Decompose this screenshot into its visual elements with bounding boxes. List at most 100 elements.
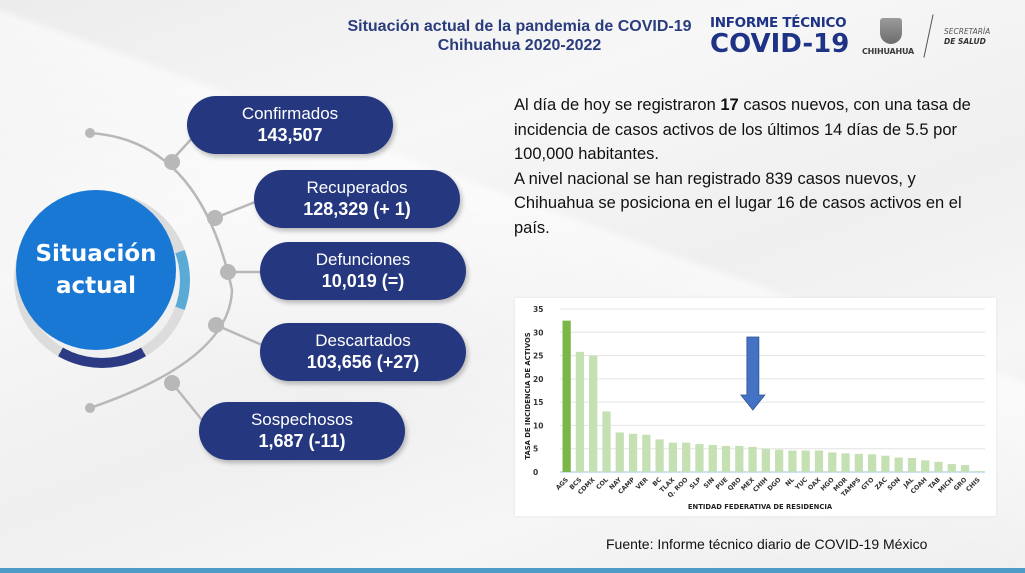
- summary-p1-before: Al día de hoy se registraron: [514, 96, 721, 114]
- secretaria-salud-logo: SECRETARÍA DE SALUD: [944, 27, 990, 47]
- stat-recuperados: Recuperados 128,329 (+ 1): [254, 170, 460, 228]
- stat-defunciones: Defunciones 10,019 (=): [260, 242, 466, 300]
- summary-text: Al día de hoy se registraron 17 casos nu…: [514, 93, 994, 240]
- incidence-bar-chart: 0 5 10 15 20 25 30 35 AGS BCS CDMX COL NAY CAMP VER BC T…: [515, 298, 996, 516]
- stat-value: 1,687 (-11): [258, 431, 346, 451]
- source-note: Fuente: Informe técnico diario de COVID-…: [606, 536, 928, 552]
- bar-yuc: [801, 450, 810, 472]
- bar-ags: [562, 320, 571, 472]
- secretaria-line-2: DE SALUD: [944, 37, 986, 46]
- bar-tab: [934, 461, 943, 472]
- summary-p1-after: casos nuevos, con una tasa de incidencia…: [514, 96, 971, 163]
- x-tick-label: OAX: [807, 476, 823, 492]
- new-cases-count: 17: [720, 96, 739, 114]
- stat-label: Defunciones: [315, 250, 411, 269]
- logo-divider: [923, 14, 934, 58]
- secretaria-line-1: SECRETARÍA: [944, 27, 991, 36]
- bar-bc: [655, 439, 664, 472]
- state-logo-label: CHIHUAHUA: [862, 47, 915, 56]
- bar-qro: [735, 445, 744, 472]
- bar-chis: [974, 471, 983, 472]
- y-tick-label: 5: [533, 445, 538, 454]
- y-tick-label: 30: [533, 328, 543, 337]
- title-line-2: Chihuahua 2020-2022: [437, 37, 602, 54]
- y-tick-label: 25: [533, 352, 543, 361]
- x-tick-label: DGO: [766, 476, 783, 493]
- stat-label: Descartados: [315, 331, 411, 350]
- bar-oax: [814, 450, 824, 472]
- bar-chih: [761, 448, 770, 472]
- y-tick-label: 10: [533, 421, 543, 430]
- bar-coah: [921, 460, 930, 472]
- x-tick-label: CHIS: [965, 476, 982, 493]
- bar-gto: [867, 454, 877, 472]
- center-line-2: actual: [56, 273, 136, 299]
- bar-pue: [721, 445, 731, 472]
- stat-label: Sospechosos: [250, 410, 354, 429]
- y-tick-label: 0: [533, 468, 538, 477]
- bar-qroo: [682, 442, 691, 472]
- bottom-accent-bar: [0, 568, 1025, 573]
- bar-mex: [748, 446, 757, 472]
- page-title: Situación actual de la pandemia de COVID…: [332, 17, 707, 55]
- stat-label: Confirmados: [241, 104, 339, 123]
- stat-value: 103,656 (+27): [306, 352, 420, 372]
- stat-label: Recuperados: [306, 178, 408, 197]
- y-axis-title: TASA DE INCIDENCIA DE ACTIVOS: [524, 332, 532, 459]
- x-tick-label: YUC: [793, 476, 809, 492]
- x-tick-label: VER: [635, 476, 650, 491]
- bar-dgo: [775, 449, 784, 472]
- bar-col: [602, 411, 611, 472]
- x-tick-label: SLP: [689, 476, 704, 491]
- x-tick-label: COL: [595, 476, 610, 491]
- bar-nay: [615, 432, 624, 472]
- y-tick-label: 35: [533, 305, 543, 314]
- bar-ver: [642, 434, 651, 472]
- bar-zac: [881, 455, 890, 472]
- down-arrow-icon: [740, 336, 766, 411]
- x-tick-label: ZAC: [874, 476, 889, 491]
- bar-tlax: [668, 442, 678, 472]
- bar-mich: [947, 464, 956, 472]
- brand-logo: INFORME TÉCNICO COVID-19: [710, 15, 849, 58]
- bar-camp: [628, 433, 638, 472]
- x-tick-label: NL: [784, 476, 796, 488]
- x-tick-label: GTO: [860, 476, 876, 492]
- bar-tamps: [854, 453, 863, 472]
- stat-value: 143,507: [257, 125, 323, 145]
- bar-sin: [708, 444, 717, 472]
- stat-value: 10,019 (=): [321, 271, 405, 291]
- x-tick-label: SON: [886, 476, 902, 492]
- x-tick-label: BC: [651, 476, 663, 488]
- title-line-1: Situación actual de la pandemia de COVID…: [347, 18, 692, 35]
- bar-bcs: [575, 351, 585, 472]
- y-tick-label: 20: [533, 375, 543, 384]
- bar-nl: [788, 450, 797, 472]
- brand-line-1: INFORME TÉCNICO: [710, 15, 847, 31]
- bar-son: [894, 457, 903, 472]
- center-line-1: Situación: [35, 241, 157, 267]
- stat-confirmados: Confirmados 143,507: [187, 96, 393, 154]
- x-tick-label: AGS: [555, 476, 571, 492]
- stat-descartados: Descartados 103,656 (+27): [260, 323, 466, 381]
- situacion-actual-badge: Situación actual: [16, 190, 176, 350]
- bar-mor: [841, 453, 850, 472]
- bar-slp: [695, 444, 704, 472]
- x-tick-label: QRO: [727, 476, 743, 492]
- chihuahua-shield-icon: [880, 18, 902, 44]
- brand-line-2: COVID-19: [710, 29, 850, 59]
- bar-cdmx: [589, 355, 598, 472]
- summary-paragraph-2: A nivel nacional se han registrado 839 c…: [514, 169, 962, 237]
- x-axis-title: ENTIDAD FEDERATIVA DE RESIDENCIA: [688, 503, 833, 511]
- bar-jal: [907, 458, 917, 472]
- x-tick-label: SIN: [703, 476, 717, 490]
- x-tick-label: MICH: [937, 476, 955, 494]
- summary-paragraph-1: Al día de hoy se registraron 17 casos nu…: [514, 93, 994, 167]
- y-tick-label: 15: [533, 398, 543, 407]
- stat-value: 128,329 (+ 1): [303, 199, 411, 219]
- stat-sospechosos: Sospechosos 1,687 (-11): [199, 402, 405, 460]
- x-tick-label: CHIH: [752, 476, 769, 493]
- connector-lines: [85, 128, 263, 421]
- bar-gro: [960, 465, 970, 472]
